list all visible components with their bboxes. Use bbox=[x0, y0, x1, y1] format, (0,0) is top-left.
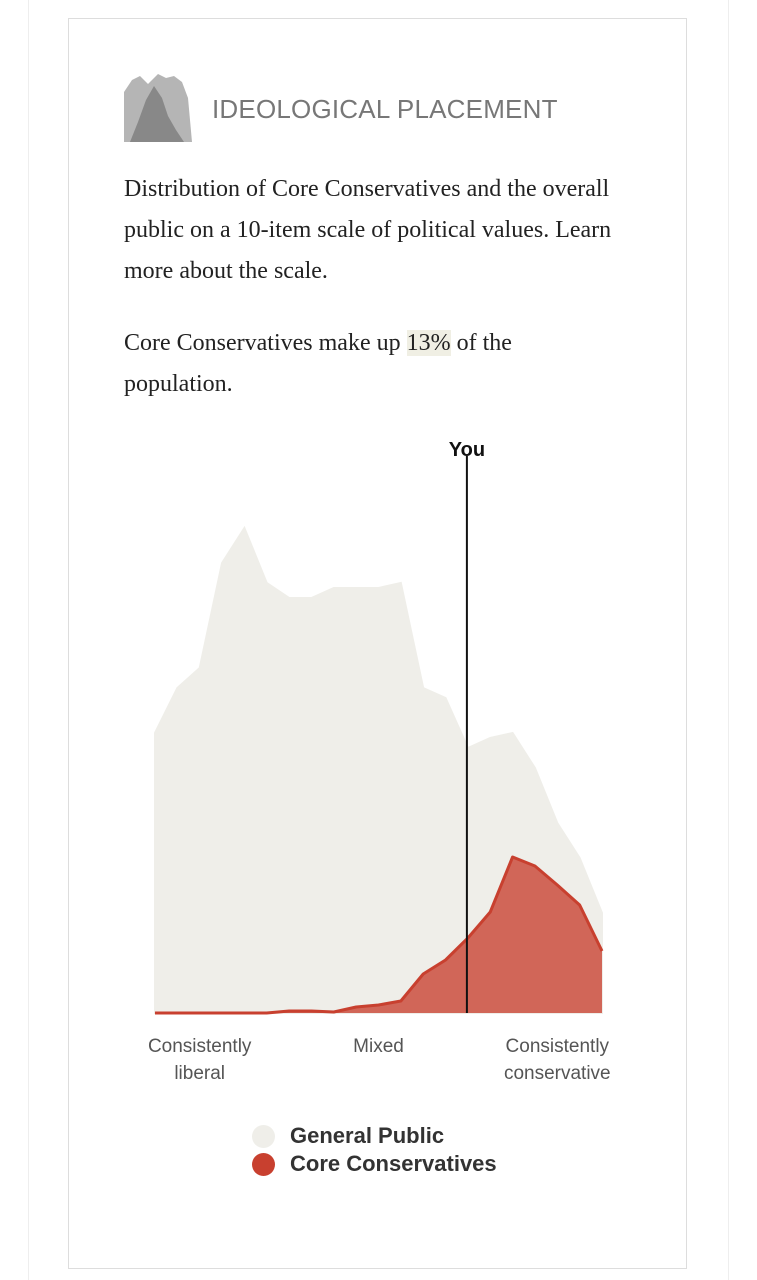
legend-item: General Public bbox=[252, 1123, 444, 1149]
share-after: of the population. bbox=[124, 330, 512, 397]
x-tick-label: Mixed bbox=[353, 1036, 404, 1057]
area-line bbox=[155, 855, 604, 1015]
share-value: 13% bbox=[406, 330, 451, 356]
share-before: Core Conservatives make up bbox=[124, 330, 401, 356]
legend-item: Core Conservatives bbox=[252, 1151, 497, 1177]
legend-swatch bbox=[252, 1124, 275, 1148]
chart: You bbox=[154, 439, 604, 1015]
card-title: IDEOLOGICAL PLACEMENT bbox=[212, 94, 558, 124]
legend-label: Core Conservatives bbox=[290, 1151, 497, 1176]
share-text: Core Conservatives make up 13% of the po… bbox=[124, 323, 614, 405]
legend-label: General Public bbox=[290, 1123, 445, 1148]
card bbox=[68, 18, 687, 1269]
legend-swatch bbox=[252, 1152, 275, 1176]
page-edge bbox=[728, 0, 729, 1280]
x-tick-label: Consistently conservative bbox=[503, 1036, 611, 1084]
area bbox=[154, 525, 603, 1014]
header-icon bbox=[124, 74, 192, 142]
page-edge bbox=[28, 0, 29, 1280]
you-label: You bbox=[449, 439, 485, 461]
x-tick-label: Consistently liberal bbox=[147, 1036, 252, 1084]
area bbox=[155, 857, 602, 1013]
description: Distribution of Core Conservatives and t… bbox=[124, 176, 612, 284]
